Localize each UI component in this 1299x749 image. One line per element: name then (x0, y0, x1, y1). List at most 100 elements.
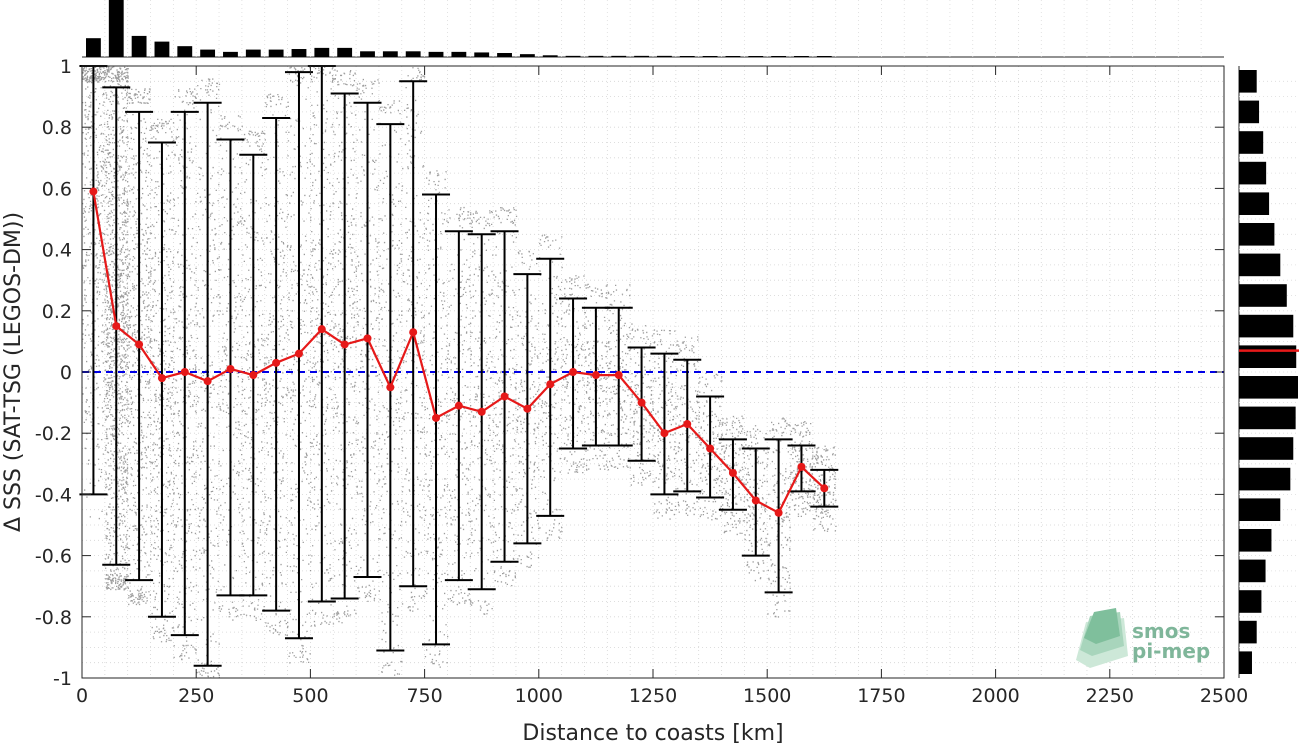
right-histogram (1238, 66, 1299, 678)
x-tick-label: 2250 (1086, 685, 1134, 707)
mean-point (226, 364, 235, 373)
y-tick-label: 0.6 (42, 178, 72, 200)
mean-point (500, 392, 509, 401)
mean-point (569, 368, 578, 376)
mean-point (135, 340, 144, 349)
x-tick-label: 1750 (857, 685, 905, 707)
right-hist-bar (1239, 131, 1264, 154)
mean-point (614, 371, 623, 380)
top-hist-bar (200, 49, 216, 57)
axes-frame (81, 65, 1225, 679)
right-hist-bar (1239, 223, 1275, 246)
x-tick-label: 1500 (743, 685, 791, 707)
right-hist-bar (1239, 284, 1287, 307)
top-hist-bar (337, 47, 353, 57)
mean-point (546, 380, 555, 389)
top-hist-bar (474, 52, 490, 57)
right-hist-bar (1239, 529, 1272, 552)
top-hist-bar (131, 35, 147, 57)
top-hist-bar (748, 56, 764, 57)
top-hist-bar (451, 51, 467, 57)
mean-point (272, 358, 281, 367)
top-hist-bar (268, 49, 284, 57)
mean-point (523, 404, 532, 413)
tick-labels: 0 250 500 750 1000 1250 1500 1750 2000 2250 2500 -1… (35, 56, 1248, 707)
y-tick-label: -1 (53, 668, 72, 690)
x-tick-label: 750 (406, 685, 442, 707)
y-tick-label: 0.8 (42, 117, 72, 139)
top-hist-bar (360, 51, 375, 57)
y-tick-label: -0.8 (35, 607, 72, 629)
top-hist-bar (679, 56, 695, 57)
x-tick-label: 1250 (629, 685, 677, 707)
top-hist-bar (725, 56, 741, 57)
mean-point (112, 322, 121, 331)
top-hist-bar (108, 0, 124, 57)
mean-point (454, 401, 463, 410)
logo-text-line2: pi-mep (1132, 639, 1210, 663)
y-tick-label: 0.2 (42, 301, 72, 323)
right-hist-bar (1239, 376, 1298, 399)
right-hist-bar (1239, 467, 1291, 491)
x-tick-label: 2000 (971, 685, 1019, 707)
mean-point (89, 187, 98, 196)
mean-point (317, 325, 326, 334)
top-histogram (82, 0, 1224, 58)
error-bars (79, 65, 839, 667)
right-hist-bar (1239, 192, 1270, 215)
right-hist-bar (1239, 437, 1294, 460)
smos-pimep-logo: smos pi-mep (1076, 608, 1210, 668)
right-hist-bar (1239, 161, 1267, 185)
x-tick-label: 1000 (515, 685, 563, 707)
top-hist-bar (611, 55, 627, 57)
x-axis-label: Distance to coasts [km] (522, 721, 783, 745)
top-hist-bar (382, 51, 398, 57)
mean-point (797, 462, 806, 471)
y-tick-label: -0.2 (35, 423, 72, 445)
right-hist-bar (1239, 314, 1294, 338)
y-tick-label: -0.4 (35, 484, 72, 506)
mean-point (706, 444, 715, 453)
x-tick-label: 0 (76, 685, 88, 707)
y-axis-label: Δ SSS (SAT-TSG (LEGOS-DM)) (1, 212, 26, 532)
right-hist-bar (1239, 498, 1281, 521)
top-hist-bar (702, 56, 718, 57)
top-hist-bar (542, 55, 558, 57)
top-hist-bar (177, 46, 193, 57)
top-hist-bar (565, 55, 581, 57)
mean-point (728, 468, 737, 477)
right-hist-bar (1239, 70, 1257, 93)
mean-point (203, 377, 212, 386)
mean-series (89, 187, 829, 517)
right-hist-bar (1239, 406, 1296, 430)
right-hist-bar (1239, 253, 1281, 277)
mean-point (432, 413, 441, 422)
mean-point (363, 334, 372, 343)
mean-point (386, 383, 395, 392)
top-hist-bar (794, 56, 809, 57)
mean-point (249, 371, 258, 380)
logo-text-line1: smos (1132, 619, 1190, 643)
mean-point (409, 328, 418, 337)
x-tick-label: 2500 (1200, 685, 1248, 707)
top-hist-bar (405, 51, 421, 57)
top-hist-bar (314, 47, 330, 57)
top-hist-bar (154, 41, 170, 57)
y-tick-label: 0.4 (42, 240, 72, 262)
mean-point (820, 484, 829, 493)
mean-point (340, 340, 349, 349)
top-hist-bar (497, 53, 512, 57)
right-hist-bar (1239, 590, 1262, 613)
top-hist-bar (86, 38, 101, 57)
top-hist-bar (428, 51, 444, 57)
y-tick-label: 0 (60, 362, 72, 384)
right-hist-bar (1239, 559, 1266, 583)
mean-point (660, 429, 669, 438)
logo-mark-icon (1076, 608, 1128, 668)
mean-point (683, 420, 692, 429)
top-hist-bar (291, 49, 307, 57)
mean-point (774, 508, 783, 517)
top-hist-bar (588, 55, 604, 57)
